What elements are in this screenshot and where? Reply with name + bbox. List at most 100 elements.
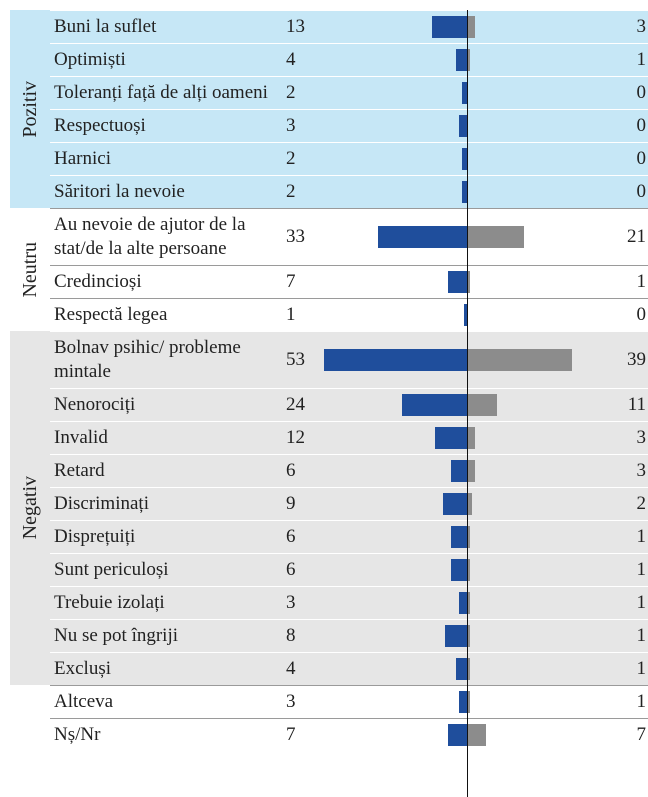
- bar-left: [461, 181, 467, 203]
- row: Altceva 3 1: [50, 685, 648, 718]
- row-label: Sunt periculoși: [54, 559, 169, 580]
- bar-right: [467, 226, 524, 248]
- value-right: 1: [636, 691, 647, 712]
- row: Bolnav psihic/ probleme mintale 53 39: [50, 331, 648, 388]
- bar-left: [458, 115, 467, 137]
- row-label: Discriminați: [54, 493, 149, 514]
- row-label: Toleranți față de alți oameni: [54, 82, 268, 103]
- row-label: Trebuie izolați: [54, 592, 165, 613]
- bar-right: [467, 526, 470, 548]
- value-left: 6: [286, 460, 296, 481]
- bar-left: [445, 625, 467, 647]
- bar-right: [467, 427, 476, 449]
- value-right: 1: [636, 271, 647, 292]
- row-label: Credincioși: [54, 271, 142, 292]
- row: Credincioși 7 1: [50, 265, 648, 298]
- bar-right: [467, 493, 473, 515]
- bar-left: [448, 271, 467, 293]
- group-label: Neutru: [18, 241, 41, 298]
- bar-right: [467, 16, 476, 38]
- row: Toleranți față de alți oameni 2 0: [50, 76, 648, 109]
- rows: Bolnav psihic/ probleme mintale 53 39 Nenor…: [50, 331, 648, 685]
- bar-left: [464, 304, 467, 326]
- row-label: Buni la suflet: [54, 16, 157, 37]
- bar-left: [461, 148, 467, 170]
- value-right: 39: [627, 349, 646, 370]
- bar-right: [467, 691, 470, 713]
- group: Neutru Au nevoie de ajutor de la stat/de …: [10, 208, 648, 331]
- value-left: 13: [286, 16, 305, 37]
- value-right: 3: [636, 427, 647, 448]
- rows: Altceva 3 1 Nș/Nr 7 7: [50, 685, 648, 751]
- value-right: 1: [636, 625, 647, 646]
- value-right: 11: [627, 394, 646, 415]
- group-label-cell: Negativ: [10, 331, 50, 685]
- row: Nș/Nr 7 7: [50, 718, 648, 751]
- value-left: 53: [286, 349, 305, 370]
- row-label: Nu se pot îngriji: [54, 625, 179, 646]
- value-right: 3: [636, 460, 647, 481]
- group: Altceva 3 1 Nș/Nr 7 7: [10, 685, 648, 751]
- value-left: 3: [286, 592, 296, 613]
- value-right: 2: [636, 493, 647, 514]
- value-right: 0: [636, 82, 647, 103]
- value-right: 0: [636, 148, 647, 169]
- row-label: Bolnav psihic/ probleme mintale: [54, 337, 241, 382]
- value-left: 2: [286, 181, 296, 202]
- bar-left: [431, 16, 467, 38]
- row-label: Nș/Nr: [54, 724, 101, 745]
- group-label-cell: Pozitiv: [10, 10, 50, 208]
- value-right: 1: [636, 592, 647, 613]
- value-right: 1: [636, 49, 647, 70]
- row-label: Harnici: [54, 148, 111, 169]
- row-label: Săritori la nevoie: [54, 181, 185, 202]
- row: Disprețuiți 6 1: [50, 520, 648, 553]
- row-label: Au nevoie de ajutor de la stat/de la alt…: [54, 214, 246, 259]
- group: Negativ Bolnav psihic/ probleme mintale 53…: [10, 331, 648, 685]
- row: Sunt periculoși 6 1: [50, 553, 648, 586]
- value-right: 0: [636, 115, 647, 136]
- bar-right: [467, 349, 573, 371]
- bar-left: [377, 226, 467, 248]
- bar-left: [456, 49, 467, 71]
- row-label: Optimiști: [54, 49, 126, 70]
- row: Retard 6 3: [50, 454, 648, 487]
- bar-left: [450, 559, 467, 581]
- group-label: Negativ: [18, 476, 41, 540]
- bar-left: [434, 427, 467, 449]
- value-left: 8: [286, 625, 296, 646]
- row: Respectuoși 3 0: [50, 109, 648, 142]
- bar-left: [448, 724, 467, 746]
- row: Discriminați 9 2: [50, 487, 648, 520]
- row: Harnici 2 0: [50, 142, 648, 175]
- value-left: 6: [286, 559, 296, 580]
- value-left: 3: [286, 691, 296, 712]
- row-label: Disprețuiți: [54, 526, 136, 547]
- row: Buni la suflet 13 3: [50, 10, 648, 43]
- axis-line: [467, 10, 468, 797]
- bar-right: [467, 592, 470, 614]
- value-right: 0: [636, 181, 647, 202]
- value-left: 7: [286, 724, 296, 745]
- row-label: Respectă legea: [54, 304, 168, 325]
- bar-left: [458, 592, 467, 614]
- value-right: 3: [636, 16, 647, 37]
- value-left: 24: [286, 394, 305, 415]
- row-label: Respectuoși: [54, 115, 146, 136]
- bar-right: [467, 271, 470, 293]
- value-left: 6: [286, 526, 296, 547]
- value-right: 7: [636, 724, 647, 745]
- value-left: 3: [286, 115, 296, 136]
- bar-right: [467, 49, 470, 71]
- group-label-cell: [10, 685, 50, 751]
- row: Optimiști 4 1: [50, 43, 648, 76]
- group-label: Pozitiv: [18, 80, 41, 138]
- row-label: Invalid: [54, 427, 108, 448]
- row: Excluși 4 1: [50, 652, 648, 685]
- row-label: Nenorociți: [54, 394, 136, 415]
- value-right: 21: [627, 226, 646, 247]
- value-left: 33: [286, 226, 305, 247]
- value-right: 0: [636, 304, 647, 325]
- row: Au nevoie de ajutor de la stat/de la alt…: [50, 208, 648, 265]
- table: Pozitiv Buni la suflet 13 3 Optimiști 4 1 Toler…: [10, 10, 648, 751]
